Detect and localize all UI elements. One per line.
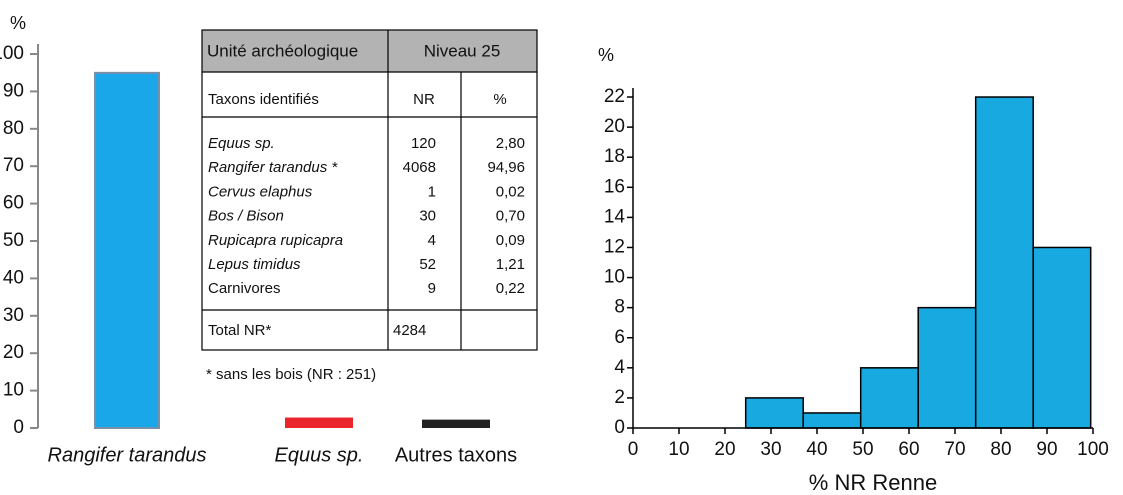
table-header-bg — [202, 30, 537, 72]
nr-value: 9 — [428, 280, 436, 297]
nr-value: 52 — [419, 256, 436, 273]
y-tick-label: 100 — [0, 43, 24, 64]
footnote: * sans les bois (NR : 251) — [206, 366, 376, 383]
taxon-name: Rupicapra rupicapra — [208, 232, 343, 249]
y-tick-label: 60 — [3, 193, 24, 214]
pct-value: 0,70 — [496, 208, 525, 225]
taxon-name: Rangifer tarandus * — [208, 159, 338, 176]
x-tick-label: 80 — [990, 439, 1011, 460]
column-header: Taxons identifiés — [208, 91, 319, 108]
x-tick-label: 20 — [714, 439, 735, 460]
bar — [94, 71, 160, 429]
y-tick-label: 6 — [614, 327, 625, 348]
y-tick-label: 0 — [614, 417, 625, 438]
table-body-bg — [202, 72, 537, 350]
nr-value: 4 — [428, 232, 436, 249]
column-header: % — [493, 91, 506, 108]
x-tick-label: 90 — [1036, 439, 1057, 460]
taxon-name: Equus sp. — [208, 135, 275, 152]
x-tick-label: 10 — [668, 439, 689, 460]
taxon-name: Carnivores — [208, 280, 281, 297]
table-header: Unité archéologique — [207, 41, 358, 60]
histogram-bar — [917, 306, 977, 429]
y-tick-label: 70 — [3, 155, 24, 176]
x-tick-label: 50 — [852, 439, 873, 460]
x-tick-label: 100 — [1077, 439, 1109, 460]
x-tick-label: Rangifer tarandus — [48, 444, 207, 466]
nr-value: 1 — [428, 183, 436, 200]
y-tick-label: 4 — [614, 357, 625, 378]
x-tick-label: 0 — [628, 439, 639, 460]
pct-value: 0,22 — [496, 280, 525, 297]
taxon-name: Cervus elaphus — [208, 183, 313, 200]
bar — [422, 419, 490, 428]
y-tick-label: 50 — [3, 230, 24, 251]
y-tick-label: 2 — [614, 387, 625, 408]
pct-value: 0,09 — [496, 232, 525, 249]
y-axis-label: % — [598, 45, 614, 65]
pct-value: 2,80 — [496, 135, 525, 152]
table-header: Niveau 25 — [424, 41, 501, 60]
x-tick-label: Equus sp. — [275, 444, 364, 466]
y-tick-label: 90 — [3, 80, 24, 101]
y-tick-label: 30 — [3, 305, 24, 326]
y-tick-label: 20 — [604, 116, 625, 137]
histogram-bar — [744, 397, 804, 429]
column-header: NR — [413, 91, 435, 108]
nr-value: 120 — [411, 135, 436, 152]
pct-value: 1,21 — [496, 256, 525, 273]
x-tick-label: 60 — [898, 439, 919, 460]
x-tick-label: 70 — [944, 439, 965, 460]
y-tick-label: 16 — [604, 176, 625, 197]
y-tick-label: 10 — [604, 267, 625, 288]
table-border — [201, 29, 538, 351]
histogram-bar — [859, 367, 919, 429]
y-tick-label: 22 — [604, 86, 625, 107]
taxon-name: Bos / Bison — [208, 208, 284, 225]
x-tick-label: 40 — [806, 439, 827, 460]
total-value: 4284 — [393, 322, 426, 339]
y-axis-label: % — [10, 13, 26, 33]
total-label: Total NR* — [208, 322, 272, 339]
x-axis-label: % NR Renne — [809, 470, 937, 495]
y-tick-label: 20 — [3, 342, 24, 363]
bar — [285, 417, 353, 428]
y-tick-label: 14 — [604, 206, 626, 227]
y-tick-label: 0 — [13, 417, 24, 438]
x-tick-label: Autres taxons — [395, 444, 517, 466]
y-tick-label: 80 — [3, 118, 24, 139]
nr-value: 4068 — [403, 159, 436, 176]
y-tick-label: 10 — [3, 380, 24, 401]
y-tick-label: 12 — [604, 236, 625, 257]
histogram-bar — [802, 412, 862, 429]
x-tick-label: 30 — [760, 439, 781, 460]
y-tick-label: 8 — [614, 297, 625, 318]
histogram-bar — [1032, 246, 1092, 429]
pct-value: 0,02 — [496, 183, 525, 200]
nr-value: 30 — [419, 208, 436, 225]
taxon-name: Lepus timidus — [208, 256, 301, 273]
pct-value: 94,96 — [487, 159, 525, 176]
histogram-bar — [974, 96, 1034, 429]
y-tick-label: 40 — [3, 267, 24, 288]
y-tick-label: 18 — [604, 146, 625, 167]
